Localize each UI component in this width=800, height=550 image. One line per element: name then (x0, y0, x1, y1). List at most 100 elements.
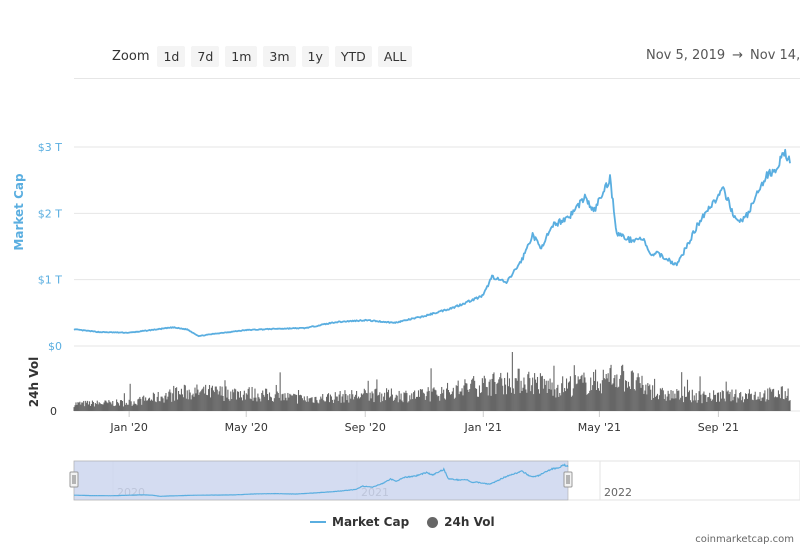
volume-bar (612, 383, 614, 411)
volume-bar (523, 377, 525, 411)
volume-bar (553, 365, 555, 411)
volume-bar (319, 399, 321, 411)
volume-bar (337, 400, 339, 411)
zoom-3m-button[interactable]: 3m (263, 45, 296, 67)
date-range-to[interactable]: Nov 14, 2 (750, 48, 800, 63)
volume-bar (138, 398, 140, 411)
volume-bar (114, 406, 116, 411)
volume-bar (635, 380, 637, 411)
volume-bar (303, 396, 305, 411)
zoom-all-button[interactable]: ALL (377, 45, 413, 67)
volume-bar (325, 401, 327, 411)
zoom-1m-button[interactable]: 1m (225, 45, 258, 67)
navigator-right-handle[interactable] (563, 471, 573, 488)
volume-bar (600, 393, 602, 411)
volume-bar (147, 400, 149, 411)
volume-bar (193, 396, 195, 411)
volume-bar (726, 391, 728, 411)
volume-bar (93, 406, 95, 411)
zoom-7d-button[interactable]: 7d (191, 45, 220, 67)
legend-market-cap[interactable]: Market Cap (310, 515, 409, 529)
volume-bar (82, 402, 84, 411)
volume-bar (669, 400, 671, 411)
volume-bar (738, 398, 740, 411)
volume-bar (307, 401, 309, 411)
volume-bar (766, 399, 768, 411)
volume-bar (709, 392, 711, 411)
volume-bar (132, 404, 134, 411)
x-tick-label: Jan '21 (464, 421, 502, 434)
volume-bar (250, 399, 252, 411)
volume-bar (88, 401, 91, 411)
volume-bar (492, 373, 494, 411)
volume-bar (777, 390, 779, 411)
volume-bar (263, 394, 265, 411)
volume-bar (304, 400, 306, 411)
volume-bar (647, 383, 649, 411)
volume-bar (539, 373, 541, 411)
zoom-bar: Zoom 1d 7d 1m 3m 1y YTD ALL (112, 45, 418, 67)
legend-volume[interactable]: 24h Vol (427, 515, 495, 529)
volume-bar (698, 391, 700, 411)
market-cap-chart[interactable]: $0 $1 T $2 T $3 T Market Cap 0 24h Vol Jan '20… (0, 0, 800, 510)
date-range-from[interactable]: Nov 5, 2019 (646, 48, 726, 63)
volume-bar (771, 391, 773, 411)
volume-bar (538, 393, 540, 411)
volume-bar (118, 405, 121, 411)
volume-bar (753, 394, 755, 411)
volume-bar (679, 399, 681, 411)
volume-bar (704, 394, 706, 411)
legend-market-cap-label: Market Cap (332, 515, 410, 529)
volume-bar (412, 399, 414, 411)
volume-bar (398, 390, 400, 411)
volume-bar (236, 399, 238, 411)
volume-bar (628, 386, 630, 411)
volume-bar (774, 396, 777, 411)
volume-bar (781, 386, 783, 411)
volume-bar (661, 387, 663, 411)
volume-bar (714, 394, 717, 411)
volume-bar (741, 400, 743, 411)
volume-bar (636, 377, 638, 411)
volume-bar (785, 397, 787, 411)
volume-bar (400, 393, 402, 411)
volume-bar (760, 400, 762, 411)
volume-bar (770, 389, 772, 411)
volume-bar (522, 387, 524, 411)
volume-bar (460, 391, 462, 411)
volume-bar (772, 389, 774, 411)
volume-bar (428, 390, 430, 411)
volume-bar (562, 376, 564, 411)
volume-bar (233, 392, 235, 411)
volume-bar (186, 390, 188, 411)
volume-bar (444, 398, 446, 411)
volume-bar (765, 401, 767, 411)
zoom-1y-button[interactable]: 1y (301, 45, 329, 67)
volume-bar (364, 390, 366, 411)
volume-bar (358, 398, 361, 411)
volume-bar (232, 389, 234, 411)
volume-bar (433, 387, 435, 411)
volume-bar (152, 392, 154, 411)
volume-bar (697, 400, 699, 411)
volume-bar (446, 388, 448, 411)
attribution[interactable]: coinmarketcap.com (695, 534, 794, 545)
zoom-1d-button[interactable]: 1d (157, 45, 186, 67)
volume-bar (210, 387, 212, 411)
volume-bar (313, 402, 315, 411)
volume-bar (759, 392, 761, 411)
volume-bar (487, 395, 489, 411)
navigator-left-handle[interactable] (69, 471, 79, 488)
volume-bar (403, 392, 405, 411)
volume-bar (456, 385, 458, 411)
volume-bar (758, 399, 760, 411)
volume-bar (276, 391, 278, 411)
volume-bar (275, 384, 277, 411)
volume-bar (551, 382, 553, 411)
volume-bar (401, 400, 403, 411)
volume-bar (584, 377, 586, 411)
volume-bar (348, 402, 350, 411)
navigator-selection[interactable] (73, 460, 569, 501)
zoom-ytd-button[interactable]: YTD (334, 45, 372, 67)
volume-bar (316, 400, 318, 411)
